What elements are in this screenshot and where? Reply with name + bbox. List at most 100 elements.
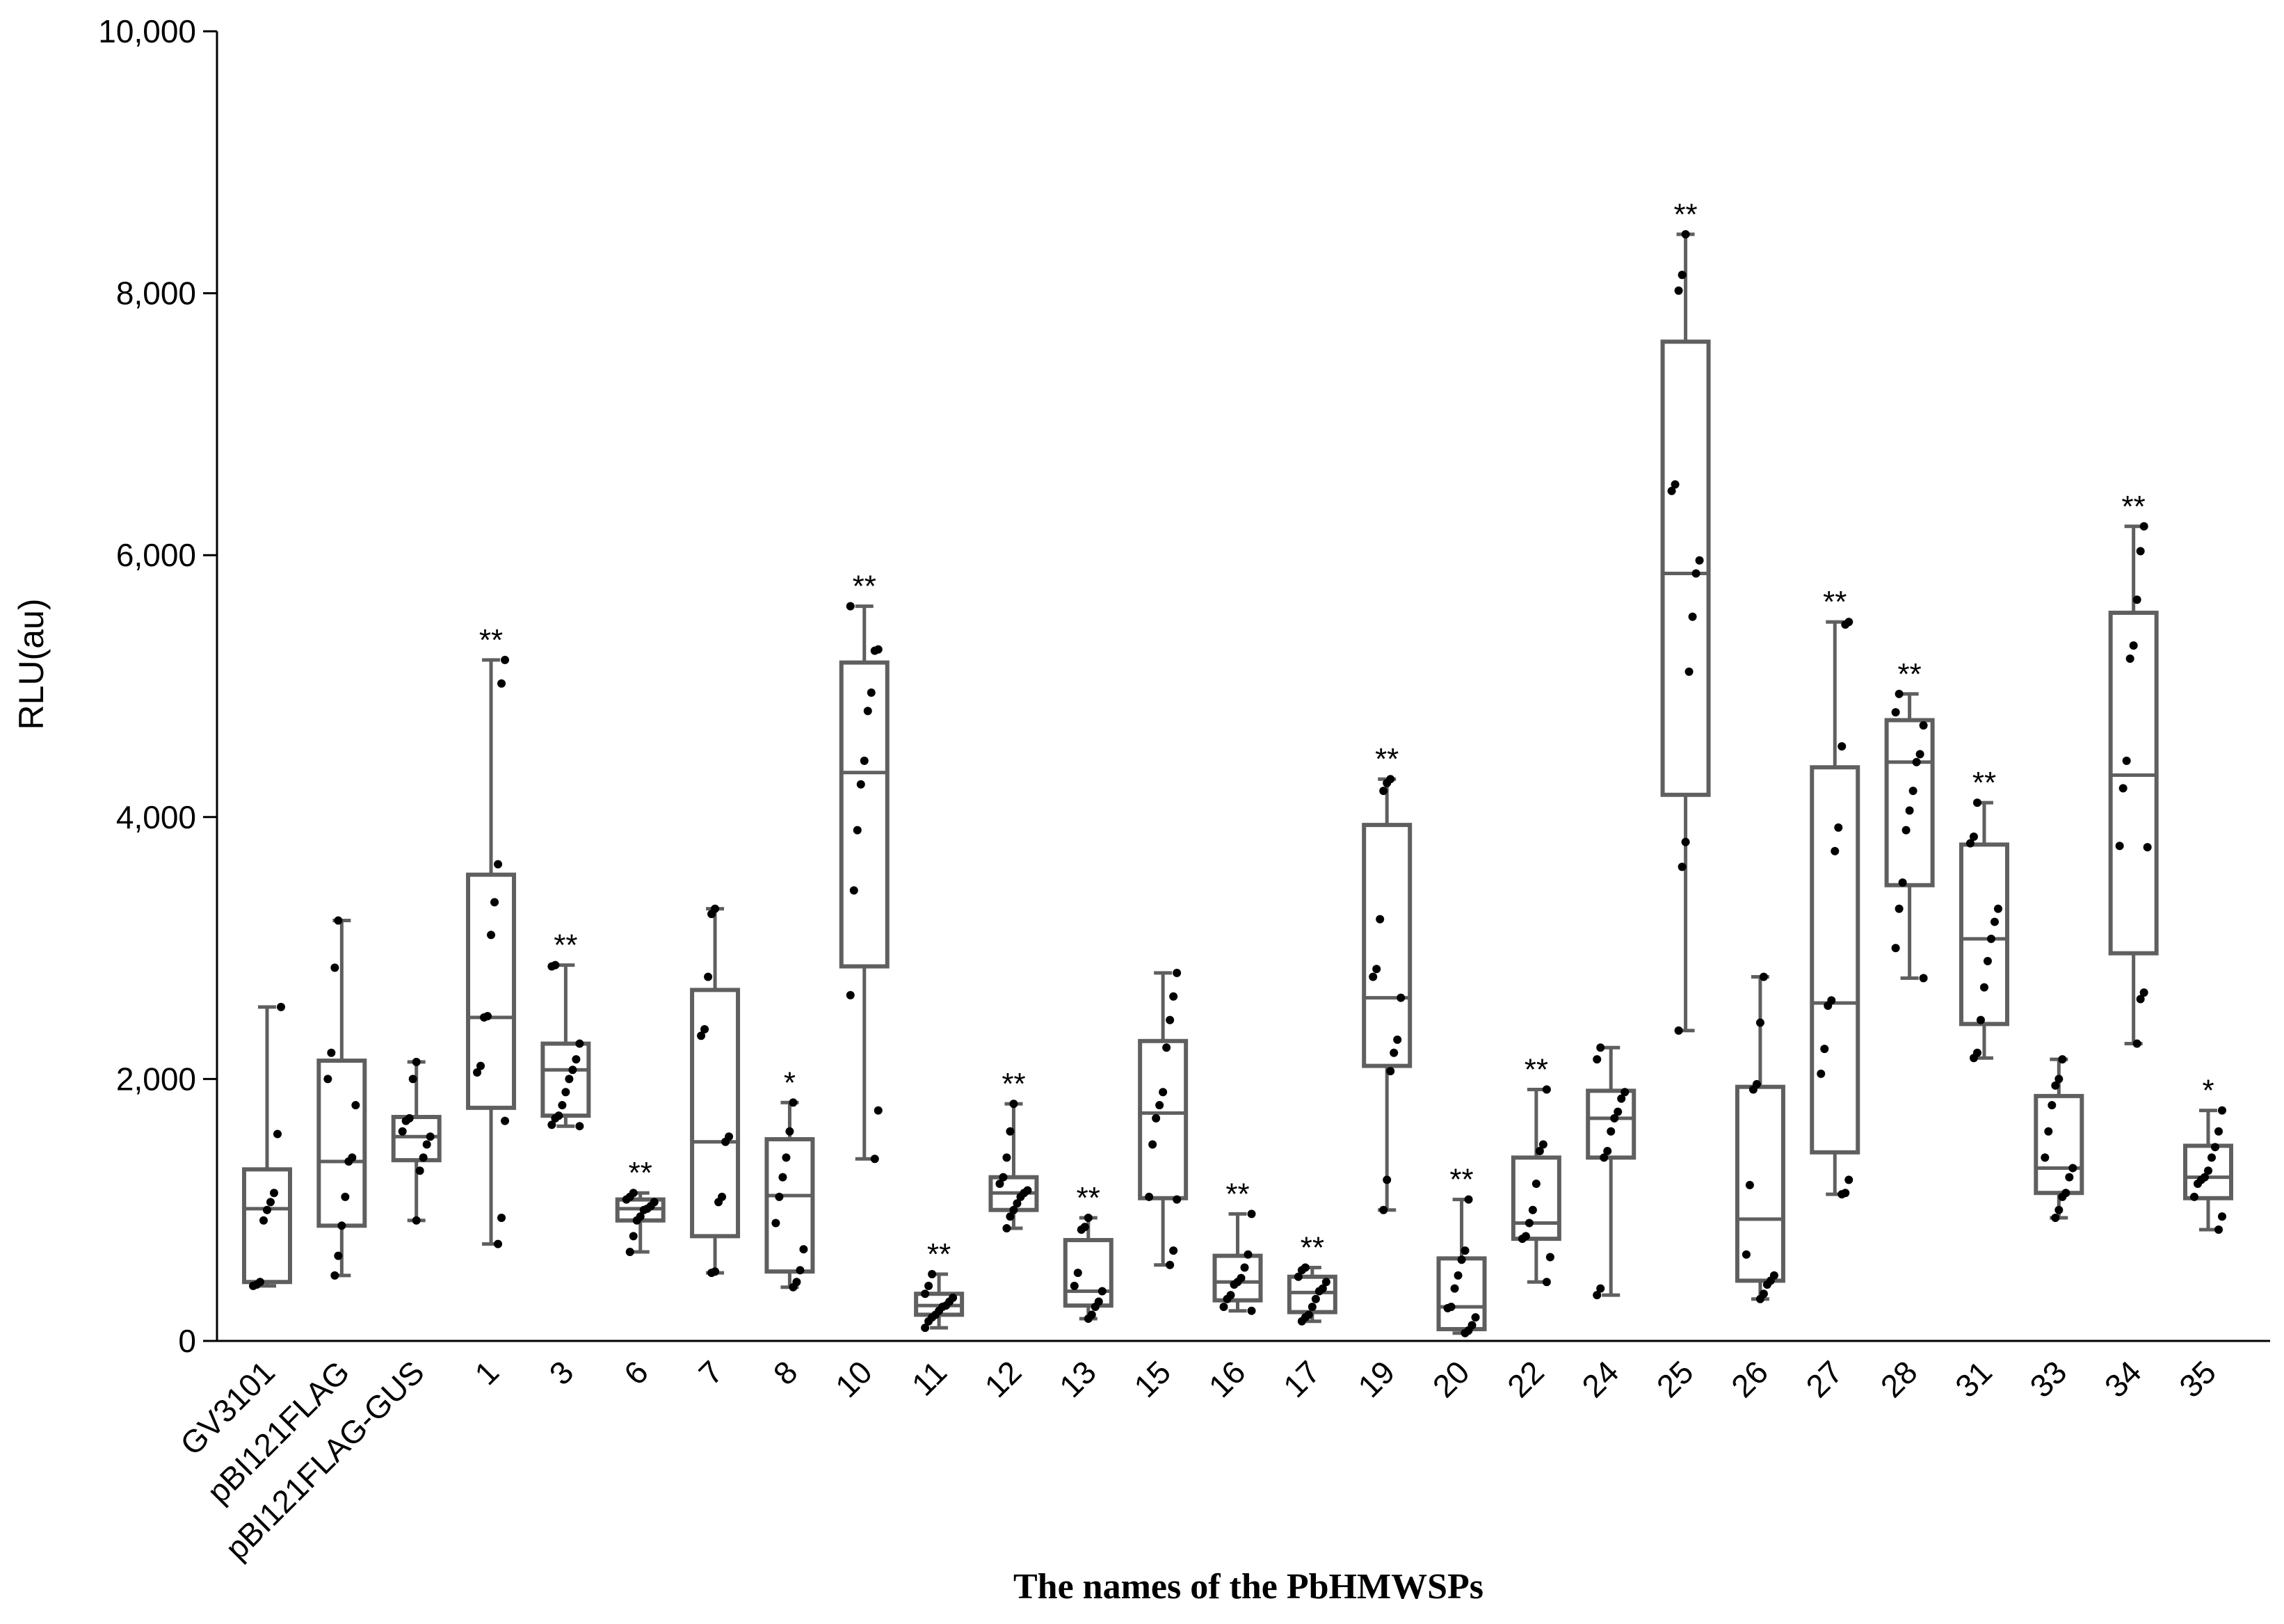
iqr-box: [1511, 1155, 1561, 1241]
data-point: [999, 1173, 1008, 1182]
data-point: [1895, 689, 1904, 698]
x-tick-label: 13: [1052, 1353, 1103, 1404]
data-point: [1013, 1199, 1022, 1208]
data-point: [1678, 271, 1687, 280]
data-point: [487, 931, 496, 940]
data-point: [259, 1216, 268, 1225]
data-point: [1614, 1107, 1623, 1116]
x-tick-label: 20: [1426, 1353, 1477, 1404]
x-tick-label: 10: [828, 1353, 879, 1404]
data-point: [711, 904, 720, 913]
x-tick-label: 35: [2172, 1353, 2223, 1404]
data-point: [2122, 756, 2131, 765]
data-point: [501, 1116, 510, 1125]
data-point: [1891, 944, 1900, 953]
data-point: [1173, 1195, 1182, 1204]
significance-label: **: [1077, 1181, 1100, 1215]
axes: [216, 31, 2270, 1342]
data-point: [1226, 1291, 1235, 1300]
x-tick-label: 3: [542, 1353, 581, 1392]
data-point: [1769, 1271, 1778, 1280]
x-tick-label: 31: [1948, 1353, 1999, 1404]
data-point: [1695, 556, 1704, 565]
data-point: [266, 1198, 275, 1207]
iqr-box: [1959, 842, 2009, 1027]
data-point: [1097, 1287, 1107, 1296]
data-point: [1155, 1101, 1164, 1110]
iqr-box: [1660, 339, 1711, 797]
data-point: [1002, 1153, 1011, 1162]
data-point: [1247, 1209, 1256, 1219]
significance-label: *: [784, 1066, 796, 1100]
data-point: [1304, 1310, 1313, 1319]
data-point: [2054, 1075, 2064, 1084]
data-point: [270, 1189, 278, 1198]
box-8: *: [764, 1066, 815, 1292]
data-point: [1919, 974, 1928, 983]
x-tick-label: 34: [2098, 1353, 2148, 1404]
data-point: [1844, 1175, 1853, 1184]
significance-label: **: [1897, 657, 1921, 691]
data-point: [1084, 1213, 1093, 1222]
data-point: [398, 1127, 407, 1136]
data-point: [473, 1068, 482, 1077]
data-point: [547, 1120, 556, 1129]
data-point: [860, 756, 869, 765]
data-point: [2139, 988, 2148, 997]
box-11: **: [914, 1237, 965, 1333]
data-point: [718, 1192, 727, 1201]
data-point: [2044, 1127, 2053, 1136]
box-16: **: [1212, 1177, 1263, 1315]
data-point: [1002, 1224, 1011, 1233]
data-point: [575, 1122, 584, 1131]
x-tick-label: 17: [1276, 1353, 1327, 1404]
data-point: [575, 1039, 584, 1048]
data-point: [782, 1153, 791, 1162]
iqr-box: [1884, 718, 1935, 887]
data-point: [1379, 787, 1388, 796]
data-point: [1891, 708, 1900, 717]
iqr-box: [2183, 1143, 2233, 1200]
data-point: [1965, 839, 1975, 848]
data-point: [697, 1031, 706, 1040]
significance-label: **: [1002, 1067, 1025, 1101]
data-point: [1461, 1246, 1470, 1255]
data-point: [2051, 1213, 2060, 1222]
x-tick-label: 12: [978, 1353, 1029, 1404]
data-point: [1148, 1140, 1157, 1149]
data-point: [1294, 1272, 1303, 1281]
data-point: [1837, 742, 1847, 751]
iqr-box: [1063, 1238, 1113, 1308]
data-point: [1752, 1079, 1761, 1088]
box-GV3101: [242, 1002, 292, 1290]
data-point: [1457, 1255, 1466, 1264]
data-point: [277, 1002, 285, 1011]
iqr-box: [1810, 765, 1860, 1155]
box-series: *************** *********************: [242, 198, 2233, 1337]
y-tick-label: 2,000: [116, 1061, 196, 1097]
iqr-box: [690, 988, 741, 1239]
data-point: [1908, 787, 1917, 796]
iqr-box: [1362, 823, 1413, 1068]
box-3: **: [540, 928, 591, 1131]
data-point: [1979, 983, 1988, 992]
data-point: [2201, 1173, 2209, 1182]
data-point: [558, 1101, 567, 1110]
box-22: **: [1511, 1052, 1561, 1287]
data-point: [2125, 654, 2134, 663]
data-point: [1681, 837, 1690, 846]
data-point: [1834, 823, 1843, 832]
data-point: [2218, 1212, 2226, 1221]
data-point: [1596, 1043, 1605, 1052]
data-point: [1535, 1146, 1544, 1155]
data-point: [921, 1289, 930, 1299]
data-point: [1166, 1015, 1175, 1024]
data-point: [921, 1324, 930, 1333]
data-point: [483, 1012, 492, 1021]
data-point: [1531, 1180, 1541, 1189]
data-point: [700, 1024, 709, 1034]
data-point: [1318, 1284, 1327, 1293]
significance-label: **: [1673, 198, 1697, 232]
